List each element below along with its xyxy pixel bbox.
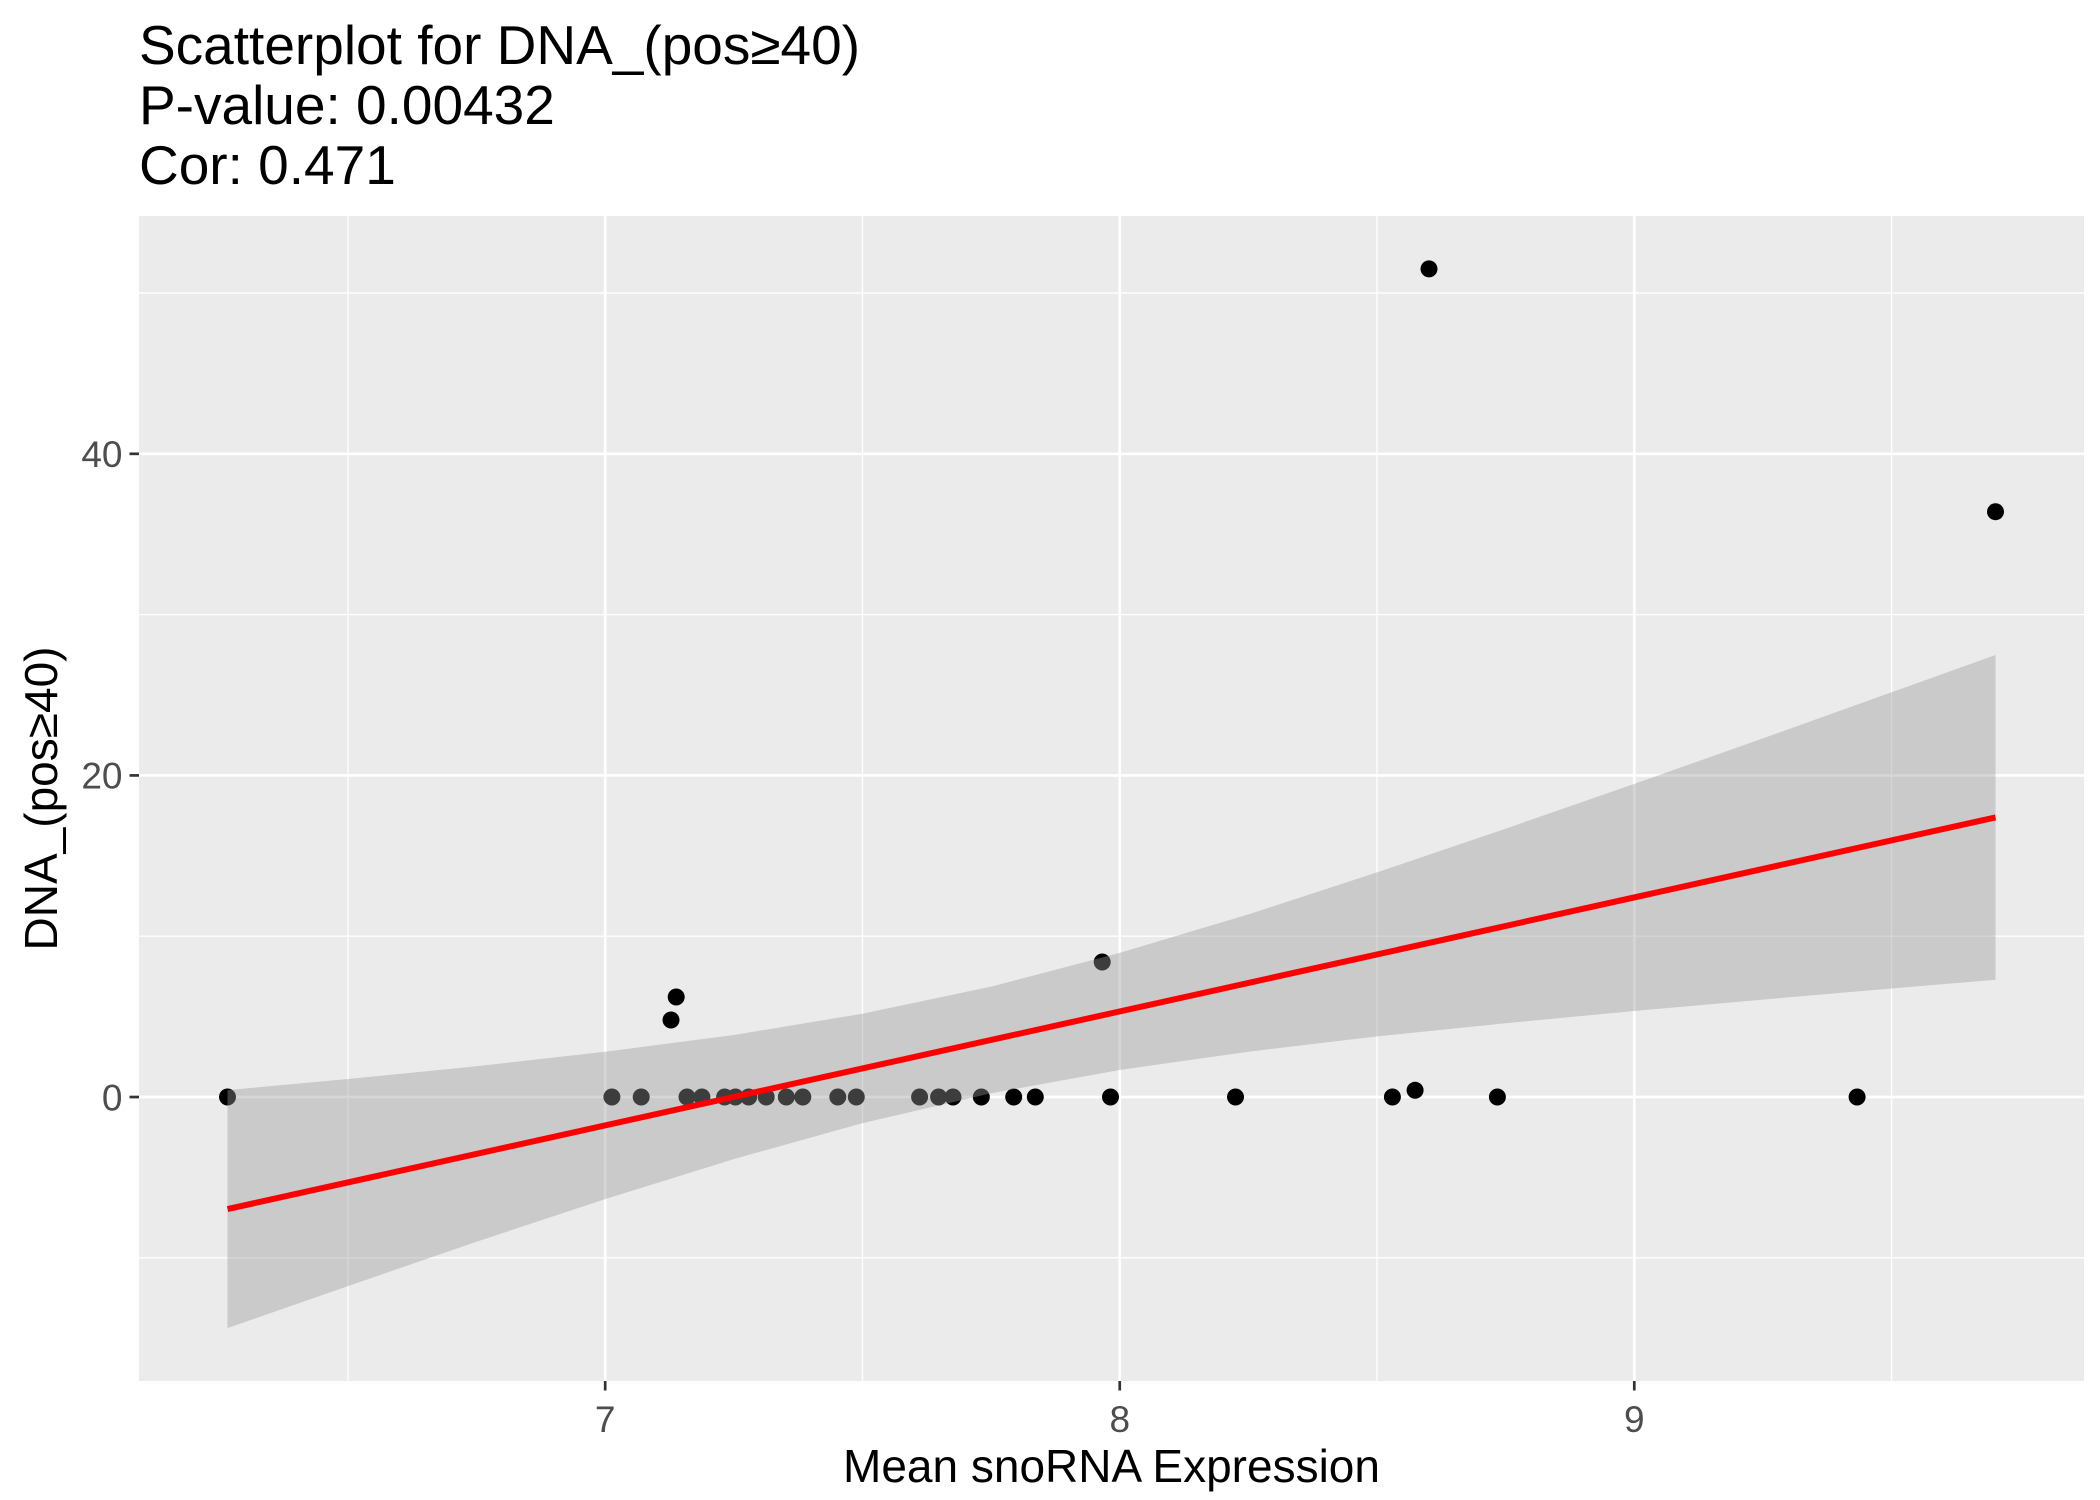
- data-point: [972, 1088, 990, 1106]
- data-point: [662, 1011, 680, 1029]
- y-tick-label: 0: [102, 1077, 123, 1118]
- y-tick-label: 20: [81, 756, 122, 797]
- minor-gridlines: [139, 216, 2084, 1381]
- data-point: [794, 1088, 812, 1106]
- x-tick-label: 8: [1109, 1399, 1130, 1440]
- data-point: [1420, 260, 1438, 278]
- p-value-label: P-value: 0.00432: [139, 74, 555, 136]
- data-point: [847, 1088, 865, 1106]
- data-point: [1848, 1088, 1866, 1106]
- y-tick-label: 40: [81, 434, 122, 475]
- data-point: [1026, 1088, 1044, 1106]
- data-point: [1488, 1088, 1506, 1106]
- plot-panel: [139, 216, 2084, 1381]
- y-axis-title: DNA_(pos≥40): [15, 647, 67, 951]
- y-axis: 0 20 40: [81, 434, 139, 1118]
- data-point: [829, 1088, 847, 1106]
- data-point: [777, 1088, 795, 1106]
- data-point: [1227, 1088, 1244, 1106]
- regression-line: [226, 814, 1997, 1213]
- data-point: [678, 1088, 696, 1106]
- data-point: [911, 1088, 929, 1106]
- data-point: [632, 1088, 650, 1106]
- chart-title-block: Scatterplot for DNA_(pos≥40) P-value: 0.…: [139, 14, 860, 196]
- data-point: [1005, 1088, 1023, 1106]
- confidence-band: [227, 655, 1996, 1329]
- data-point: [1406, 1081, 1424, 1099]
- data-points: [219, 260, 2004, 1106]
- major-gridlines: [139, 216, 2084, 1381]
- data-point: [1093, 953, 1111, 971]
- data-point: [1383, 1088, 1401, 1106]
- data-point: [944, 1088, 962, 1106]
- data-point: [219, 1088, 236, 1106]
- x-tick-label: 7: [595, 1399, 616, 1440]
- data-point: [1102, 1088, 1119, 1106]
- x-axis-title: Mean snoRNA Expression: [843, 1440, 1380, 1492]
- data-point: [930, 1088, 948, 1106]
- data-point: [603, 1088, 621, 1106]
- data-point: [1987, 503, 2004, 521]
- data-point: [667, 988, 685, 1006]
- correlation-label: Cor: 0.471: [139, 134, 396, 196]
- chart-title: Scatterplot for DNA_(pos≥40): [139, 14, 860, 76]
- x-axis: 7 8 9: [595, 1381, 1645, 1440]
- x-tick-label: 9: [1624, 1399, 1645, 1440]
